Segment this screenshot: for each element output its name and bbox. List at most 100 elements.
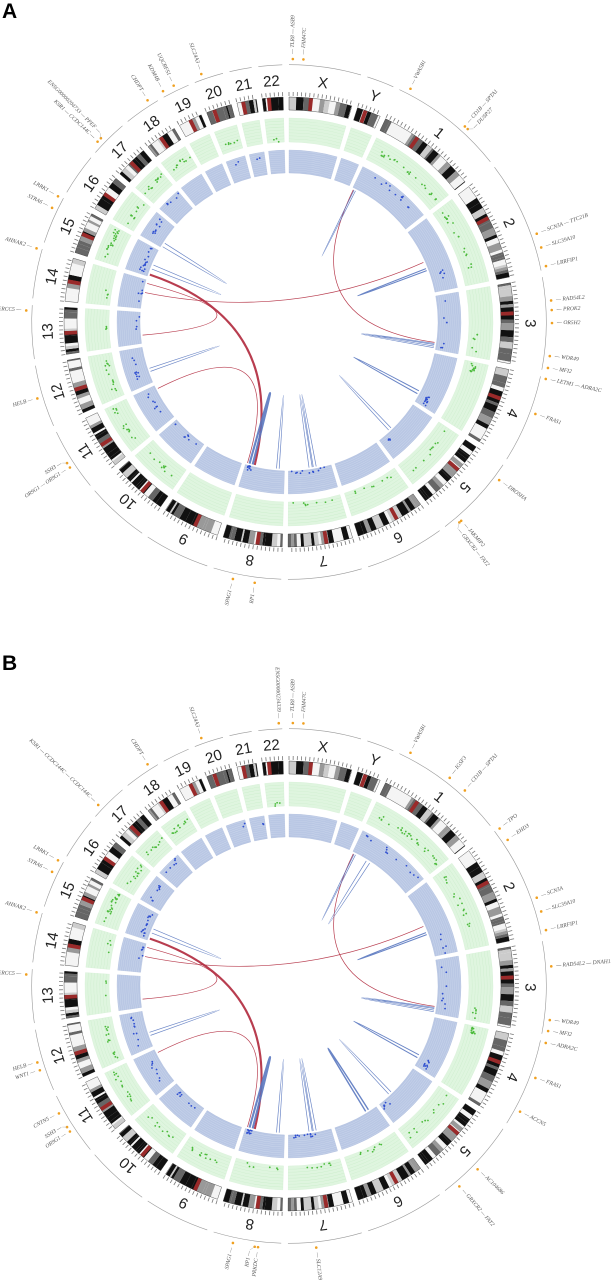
- grid-line: [117, 310, 120, 347]
- ideogram-outline: [179, 114, 207, 138]
- blue-track-point: [445, 971, 448, 974]
- tick-mark: [204, 771, 207, 776]
- blue-track-point: [296, 1134, 299, 1137]
- ideogram-band: [77, 394, 92, 405]
- grid-line: [175, 206, 192, 223]
- ideogram-outline: [236, 763, 259, 780]
- tick-mark: [103, 1119, 108, 1123]
- green-track-point: [224, 143, 227, 146]
- grid-line: [339, 164, 357, 172]
- ideogram-band: [223, 1188, 232, 1203]
- ideogram-band: [478, 221, 494, 234]
- gene-track-arc: [95, 789, 123, 817]
- grid-line: [142, 213, 159, 237]
- intra-chromosomal-link: [151, 928, 221, 959]
- green-track-point: [381, 151, 383, 153]
- chromosome-label: 7: [318, 1216, 329, 1234]
- ideogram-band: [264, 532, 273, 547]
- ideogram-band: [303, 532, 312, 547]
- gene-marker-dot: [550, 321, 554, 325]
- grid-line: [185, 843, 205, 858]
- tick-mark: [115, 834, 120, 838]
- green-track-point: [252, 1166, 255, 1168]
- ideogram-band: [104, 851, 120, 865]
- ideogram-outline: [261, 96, 284, 112]
- tick-mark: [162, 1174, 166, 1179]
- grid-line: [170, 866, 188, 883]
- blue-track-point: [426, 400, 429, 403]
- ideogram-band: [343, 768, 352, 783]
- gene-label: ERCC5 —: [0, 970, 21, 977]
- grid-line: [129, 975, 132, 1009]
- ideogram-band: [169, 501, 178, 514]
- ideogram-band: [248, 99, 256, 114]
- tick-mark: [457, 169, 462, 173]
- ideogram-band: [456, 1113, 470, 1124]
- tick-mark: [60, 292, 65, 294]
- green-track-point: [397, 826, 399, 829]
- ideogram-band: [90, 213, 104, 222]
- grid-line: [480, 287, 485, 359]
- blue-track-point: [299, 472, 302, 475]
- blue-track-point: [308, 472, 311, 474]
- intra-chromosomal-link: [248, 392, 272, 465]
- tick-mark: [70, 393, 75, 396]
- tick-mark: [173, 517, 177, 522]
- grid-line: [245, 134, 262, 139]
- tick-mark: [492, 886, 497, 890]
- grid-line: [220, 805, 242, 813]
- green-track-point: [110, 388, 113, 391]
- tick-mark: [187, 779, 191, 784]
- tick-mark: [509, 270, 514, 272]
- ideogram-band: [480, 1071, 496, 1083]
- ideogram-outline: [288, 96, 353, 119]
- green-track-point: [106, 293, 109, 296]
- ideogram-outline: [468, 1030, 510, 1107]
- green-track-point: [177, 824, 179, 827]
- tick-mark: [137, 1156, 141, 1160]
- blue-track-point: [441, 346, 444, 349]
- tick-mark: [478, 861, 483, 864]
- ideogram-band: [415, 805, 428, 820]
- ideogram-band: [295, 97, 304, 111]
- green-track-point: [434, 198, 437, 201]
- grid-line: [339, 162, 357, 170]
- chromosome-11: 11: [56, 385, 175, 486]
- intra-chromosomal-link: [321, 190, 356, 257]
- blue-track-segment: [352, 830, 424, 894]
- tick-mark: [180, 521, 184, 526]
- ideogram-band: [331, 528, 342, 543]
- gene-label: — DROSHA: [501, 480, 528, 503]
- green-track-point: [429, 448, 432, 451]
- gene-label: AHNAK2 —: [4, 900, 33, 914]
- ideogram-outline: [147, 792, 182, 822]
- tick-mark: [424, 801, 428, 806]
- tick-mark: [121, 164, 125, 168]
- grid-line: [243, 128, 261, 133]
- grid-line: [214, 844, 230, 853]
- tick-mark: [239, 761, 242, 766]
- blue-track-point: [423, 1062, 426, 1065]
- tick-mark: [320, 1209, 322, 1214]
- tick-mark: [337, 97, 340, 102]
- ideogram-band: [419, 1151, 430, 1164]
- ideogram-band: [119, 171, 132, 183]
- ideogram-band: [493, 928, 508, 934]
- ideogram-band: [215, 771, 227, 786]
- tick-mark: [72, 397, 77, 400]
- ideogram-band: [94, 428, 107, 438]
- tick-mark: [74, 238, 79, 241]
- grid-line: [169, 200, 187, 218]
- tick-mark: [111, 838, 116, 842]
- green-track-point: [331, 499, 334, 502]
- ideogram-band: [288, 1197, 292, 1212]
- ideogram-band: [179, 122, 192, 137]
- grid-line: [166, 197, 184, 215]
- tick-mark: [494, 226, 499, 229]
- gene-marker-dot: [50, 206, 54, 210]
- tick-mark: [143, 1161, 148, 1166]
- ideogram-band: [395, 501, 410, 517]
- centromere: [188, 783, 198, 797]
- ideogram-band: [65, 951, 80, 960]
